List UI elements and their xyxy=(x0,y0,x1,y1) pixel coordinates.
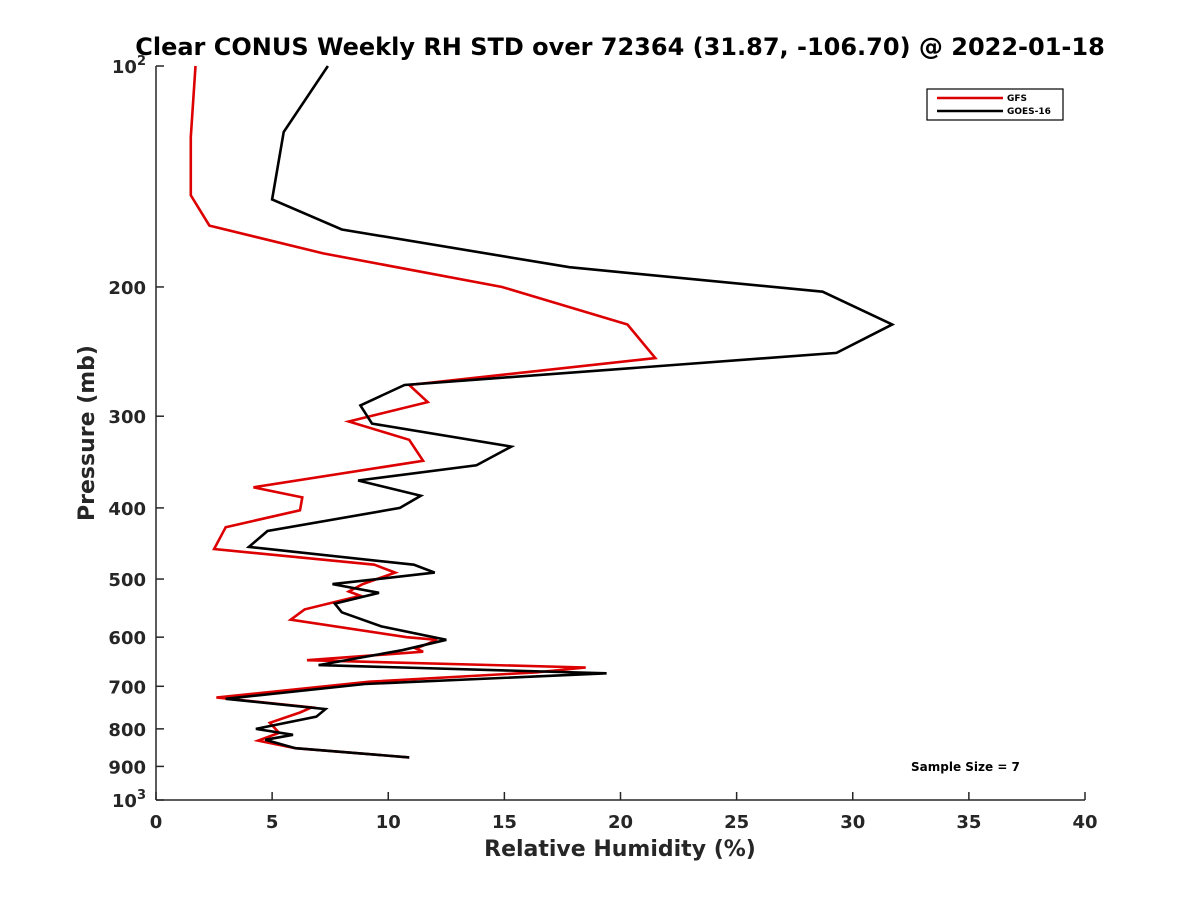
legend-label-goes16: GOES-16 xyxy=(1007,107,1051,117)
x-tick-label: 25 xyxy=(724,812,749,833)
x-tick-label: 15 xyxy=(492,812,517,833)
x-ticks: 0 5 10 15 20 25 30 35 40 xyxy=(150,792,1098,833)
sample-size-annotation: Sample Size = 7 xyxy=(911,760,1020,774)
y-tick-label: 102 xyxy=(112,54,146,78)
plot-area: 0 5 10 15 20 25 30 35 40 102 200 300 400 500 600 700 80… xyxy=(108,54,1097,833)
x-tick-label: 20 xyxy=(608,812,633,833)
y-tick-label: 900 xyxy=(108,757,146,778)
y-tick-label: 600 xyxy=(108,628,146,649)
x-tick-label: 5 xyxy=(266,812,279,833)
legend-box xyxy=(926,88,1064,121)
y-tick-label: 400 xyxy=(108,499,146,520)
legend-label-gfs: GFS xyxy=(1007,94,1027,104)
y-tick-label: 800 xyxy=(108,720,146,741)
x-tick-label: 10 xyxy=(376,812,401,833)
y-tick-label: 700 xyxy=(108,677,146,698)
chart-title: Clear CONUS Weekly RH STD over 72364 (31… xyxy=(135,33,1105,61)
x-axis-label: Relative Humidity (%) xyxy=(484,837,756,862)
x-tick-label: 40 xyxy=(1072,812,1097,833)
y-tick-label: 200 xyxy=(108,278,146,299)
x-tick-label: 35 xyxy=(956,812,981,833)
y-axis-label: Pressure (mb) xyxy=(75,345,100,521)
y-tick-label: 300 xyxy=(108,407,146,428)
y-ticks: 102 200 300 400 500 600 700 800 900 103 xyxy=(108,54,164,812)
x-tick-label: 30 xyxy=(840,812,865,833)
x-tick-label: 0 xyxy=(150,812,163,833)
series-line-gfs xyxy=(189,65,658,759)
y-tick-label: 500 xyxy=(108,570,146,591)
series-line-goes16 xyxy=(225,65,896,759)
series-layer xyxy=(189,65,896,759)
y-tick-label: 103 xyxy=(112,788,146,812)
legend: GFS GOES-16 xyxy=(926,88,1064,121)
